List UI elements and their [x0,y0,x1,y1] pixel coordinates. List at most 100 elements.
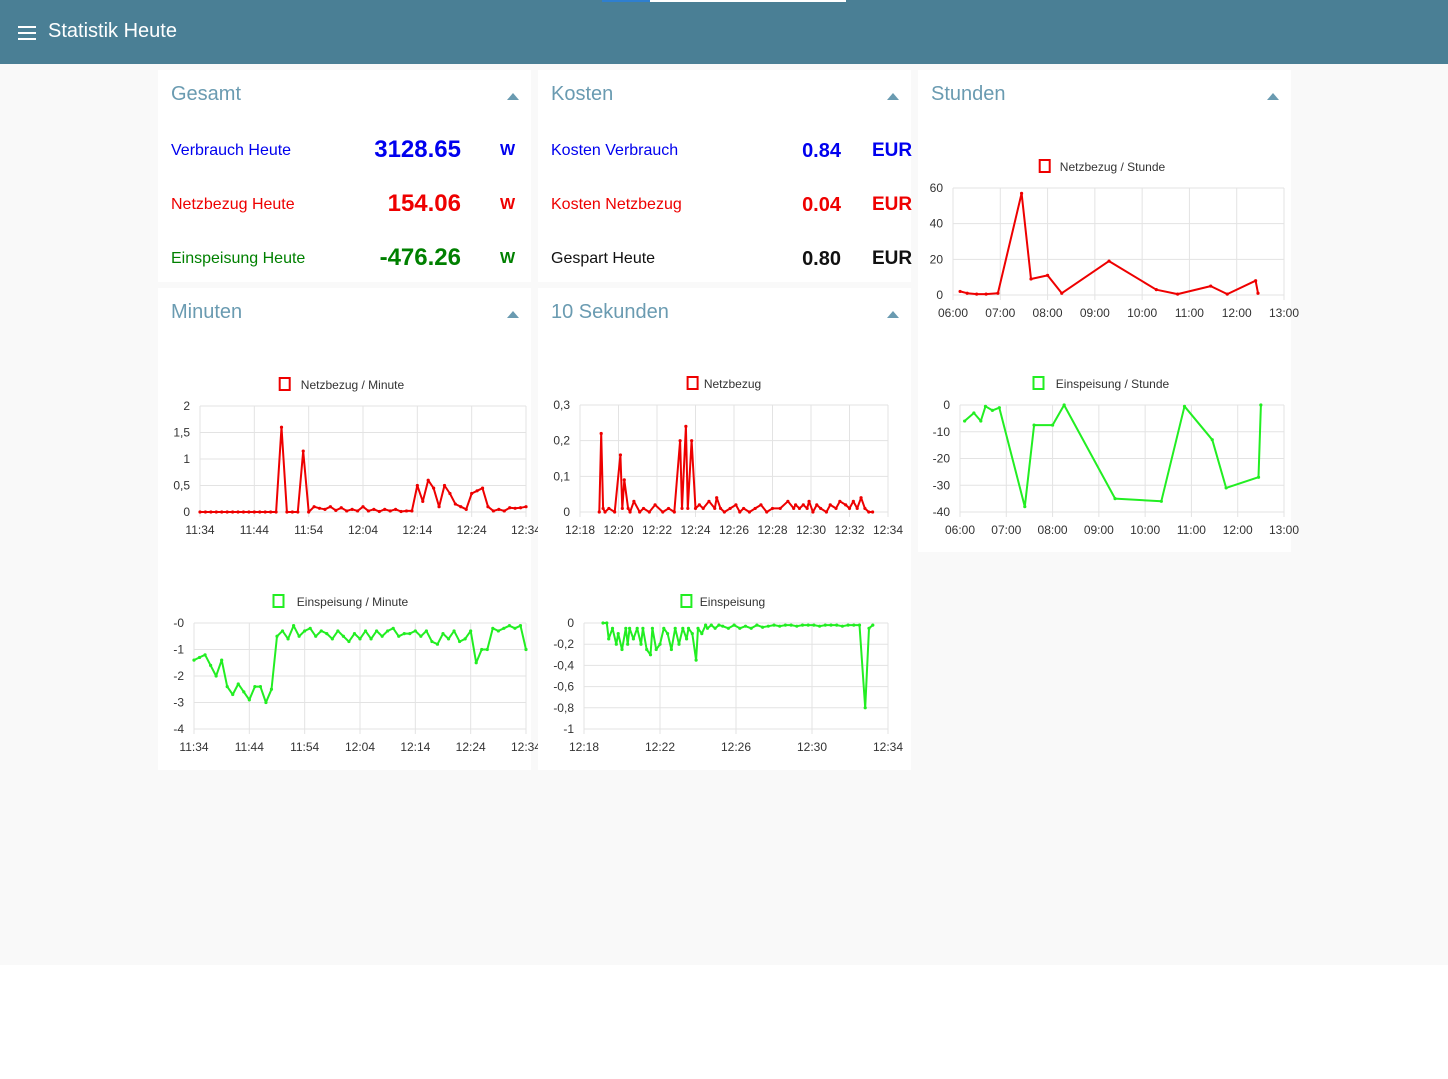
data-point [397,634,401,638]
data-point [491,509,495,513]
data-point [459,505,463,509]
data-point [728,506,732,511]
data-point [279,425,284,429]
y-tick-label: 0 [563,505,570,519]
data-point [280,629,285,633]
data-point [673,626,677,630]
collapse-up-icon[interactable] [887,311,899,318]
collapse-up-icon[interactable] [1267,93,1279,100]
chart-svg: Netzbezug / Stunde 0 20 40 60 06:00 07:00 08:00… [930,159,1299,320]
x-tick-label: 06:00 [945,523,975,537]
data-point [345,509,349,513]
legend-swatch [686,376,699,390]
gesamt-value-verbrauch: 3128.65 [374,136,461,163]
data-point [197,655,202,660]
x-tick-label: 12:30 [797,740,827,754]
data-point [391,626,395,630]
collapse-up-icon[interactable] [887,93,899,100]
data-point [601,506,605,511]
data-point [838,499,842,503]
data-point [713,626,717,630]
kosten-value-netzbezug: 0.04 [802,194,841,216]
data-point [1029,277,1033,281]
data-point [684,424,688,428]
data-point [648,653,653,657]
card-10-sekunden: 10 Sekunden Netzbezug 0 0,1 0,2 0,3 12:18 12:2… [538,288,911,770]
card-minuten-header[interactable]: Minuten [158,288,531,342]
data-point [726,626,730,630]
y-tick-label: -0,4 [553,658,574,672]
collapse-up-icon[interactable] [507,311,519,318]
gesamt-row-verbrauch: Verbrauch Heute 3128.65 W [171,136,531,166]
data-point [852,623,856,627]
data-point [742,506,746,511]
data-point [800,623,805,627]
chart-svg: Einspeisung 0 -0,2 -0,4 -0,6 -0,8 -1 12:18 12:22… [553,594,903,754]
data-point [297,634,301,638]
card-minuten: Minuten Netzbezug / Minute 0 0,5 1 1,5 2 11:34… [158,288,541,770]
series-line [603,622,874,709]
data-point [610,626,615,630]
y-tick-label: 40 [930,217,944,231]
x-tick-label: 10:00 [1130,523,1160,537]
data-point [1224,486,1228,490]
data-point [607,506,611,511]
card-stunden-header[interactable]: Stunden [918,70,1291,124]
data-point [241,510,246,514]
y-tick-label: -0,8 [553,701,574,715]
data-point [453,502,457,506]
data-point [448,491,452,496]
data-point [369,637,373,641]
card-minuten-title: Minuten [171,301,243,323]
data-point [755,623,759,627]
data-point [247,698,251,702]
data-point [319,629,323,633]
data-point [507,624,511,628]
data-point [697,503,701,507]
card-10-sekunden-header[interactable]: 10 Sekunden [538,288,911,342]
data-point [613,510,617,514]
y-tick-label: 1,5 [173,426,190,440]
card-gesamt-header[interactable]: Gesamt [158,70,531,124]
data-point [402,632,406,636]
collapse-up-icon[interactable] [507,93,519,100]
chart-minuten-netzbezug: Netzbezug / Minute 0 0,5 1 1,5 2 11:34 11:44 11:… [158,376,541,546]
data-point [474,661,478,665]
data-point [855,506,859,511]
gesamt-row-netzbezug: Netzbezug Heute 154.06 W [171,190,531,220]
y-tick-label: -0 [173,616,184,630]
data-point [1256,475,1261,479]
x-tick-label: 11:54 [290,740,319,754]
data-point [330,637,334,641]
hamburger-menu-icon[interactable] [16,22,40,44]
card-stunden: Stunden Netzbezug / Stunde 0 20 40 60 06:00 07… [918,70,1299,552]
data-point [696,626,700,630]
data-point [355,509,360,513]
data-point [857,623,862,627]
chart-sekunden-netzbezug: Netzbezug 0 0,1 0,2 0,3 12:18 12:20 12:22 12:24 1… [538,376,911,546]
kosten-row-verbrauch: Kosten Verbrauch 0.84 EUR [551,136,912,166]
data-point [314,634,318,638]
data-point [749,626,753,630]
data-point [718,506,723,511]
data-point [722,510,726,514]
data-point [361,505,365,509]
data-point [480,486,485,490]
data-point [225,510,229,514]
data-point [366,509,371,513]
data-point [680,506,684,511]
data-point [721,624,725,628]
data-point [620,647,624,652]
data-point [352,632,357,636]
data-point [614,642,618,646]
data-point [430,639,434,644]
data-point [518,624,523,628]
data-point [607,637,611,641]
data-point [463,637,467,641]
gesamt-label-netzbezug: Netzbezug Heute [171,196,295,213]
data-point [325,632,329,636]
card-kosten-header[interactable]: Kosten [538,70,911,124]
gesamt-label-verbrauch: Verbrauch Heute [171,142,292,159]
chart-stunden-netzbezug: Netzbezug / Stunde 0 20 40 60 06:00 07:00 08:00… [918,158,1299,328]
data-point [336,629,340,633]
